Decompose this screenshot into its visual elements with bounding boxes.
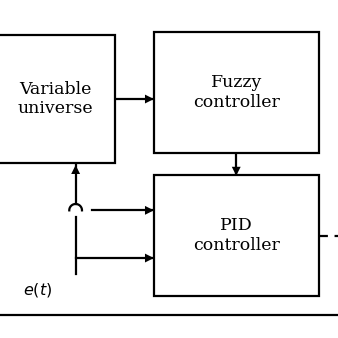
Bar bbox=[153, 32, 319, 153]
Text: Fuzzy
controller: Fuzzy controller bbox=[193, 74, 280, 111]
Text: PID
controller: PID controller bbox=[193, 217, 280, 254]
Bar bbox=[0, 35, 115, 163]
Text: Variable
universe: Variable universe bbox=[17, 81, 93, 117]
Bar bbox=[153, 175, 319, 296]
Text: $e(t)$: $e(t)$ bbox=[23, 281, 52, 299]
